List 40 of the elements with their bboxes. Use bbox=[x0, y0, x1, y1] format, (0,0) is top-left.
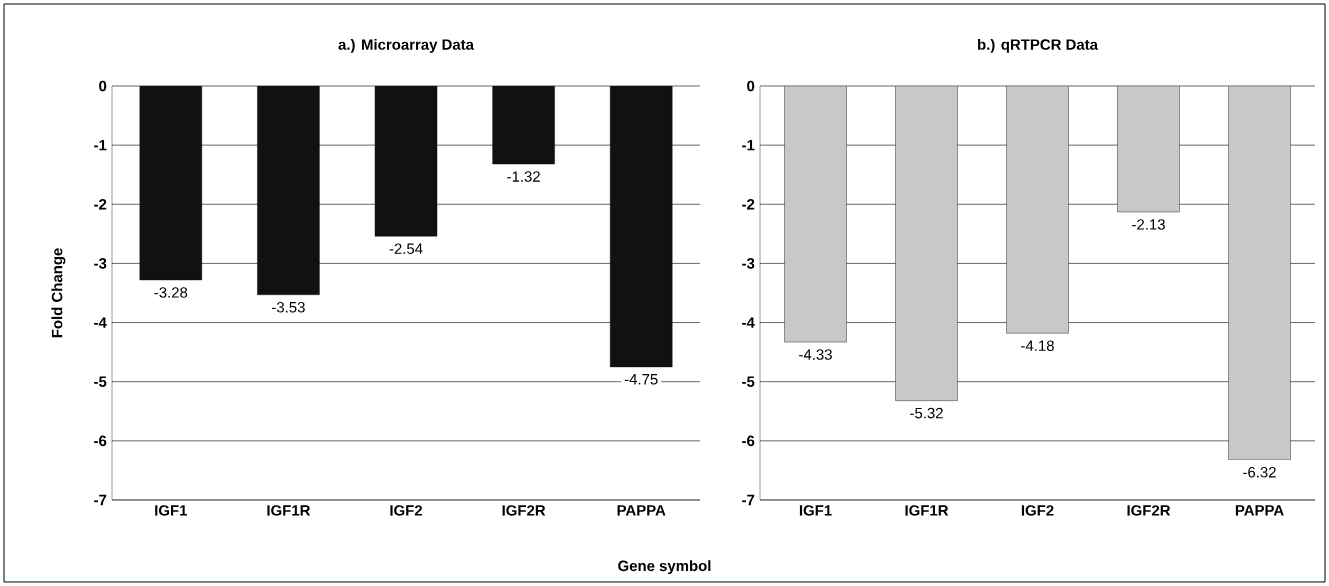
data-label: -4.18 bbox=[1021, 340, 1054, 351]
y-tick-label: 0 bbox=[99, 80, 107, 92]
y-tick-label: -2 bbox=[94, 199, 107, 210]
y-tick-label: -3 bbox=[94, 258, 107, 269]
y-tick-label: -1 bbox=[742, 139, 755, 151]
x-tick-label: IGF1 bbox=[799, 505, 832, 516]
data-label: -3.28 bbox=[154, 287, 188, 298]
y-axis-title: Fold Change bbox=[51, 248, 66, 338]
y-tick-label: -1 bbox=[94, 139, 107, 151]
data-label: -6.32 bbox=[1243, 466, 1276, 478]
y-tick-label: -3 bbox=[742, 258, 755, 269]
y-tick-label: -2 bbox=[742, 199, 755, 210]
data-label: -2.54 bbox=[389, 243, 423, 254]
data-label: -4.33 bbox=[799, 349, 832, 360]
data-label: -5.32 bbox=[910, 407, 943, 419]
chart-title: b.) qRTPCR Data bbox=[978, 38, 1099, 53]
x-tick-label: IGF2 bbox=[1021, 505, 1054, 516]
y-tick-label: -5 bbox=[94, 376, 107, 387]
y-tick-label: -6 bbox=[742, 435, 755, 447]
data-label: -4.75 bbox=[624, 374, 658, 385]
x-tick-label: IGF1 bbox=[155, 505, 188, 516]
x-tick-label: IGF1R bbox=[905, 505, 949, 516]
data-label: -3.53 bbox=[272, 301, 305, 313]
y-tick-label: -5 bbox=[742, 376, 755, 387]
x-tick-label: IGF1R bbox=[267, 505, 311, 516]
x-tick-label: IGF2R bbox=[1127, 505, 1171, 516]
data-label: -2.13 bbox=[1132, 219, 1165, 230]
y-tick-label: 0 bbox=[747, 80, 755, 92]
chart-title: a.) Microarray Data bbox=[338, 38, 475, 53]
y-tick-label: -7 bbox=[742, 494, 755, 506]
x-tick-label: IGF2R bbox=[502, 505, 546, 516]
x-tick-label: IGF2 bbox=[390, 505, 423, 516]
x-axis-title: Gene symbol bbox=[618, 560, 711, 575]
y-tick-label: -4 bbox=[742, 317, 755, 328]
data-label: -1.32 bbox=[507, 171, 540, 182]
x-tick-label: PAPPA bbox=[1235, 505, 1284, 516]
y-tick-label: -4 bbox=[94, 317, 107, 328]
y-tick-label: -6 bbox=[94, 435, 107, 447]
x-tick-label: PAPPA bbox=[617, 505, 666, 516]
y-tick-label: -7 bbox=[94, 494, 107, 506]
